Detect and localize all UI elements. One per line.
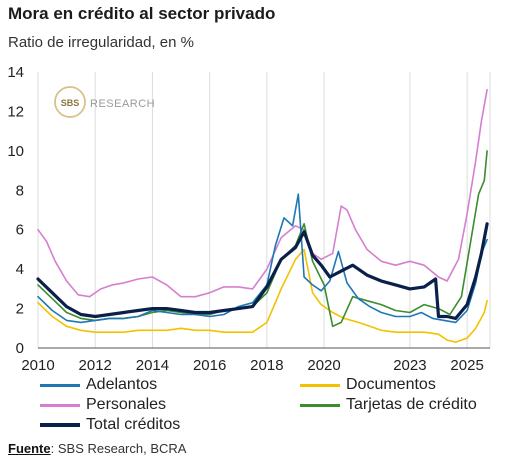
series-line-tarjetas-de-cr-dito	[37, 150, 488, 328]
legend-swatch	[300, 403, 340, 407]
chart-subtitle: Ratio de irregularidad, en %	[8, 34, 194, 51]
x-axis-ticks: 2010 2012 2014 2016 2018 2020 2023 2025	[21, 357, 483, 374]
y-tick-label: 12	[7, 103, 24, 120]
series-lines	[36, 88, 489, 343]
legend-item: Adelantos	[40, 375, 157, 395]
x-tick-label: 2016	[193, 357, 226, 374]
y-tick-label: 6	[16, 222, 24, 239]
y-tick-label: 14	[7, 64, 24, 81]
watermark-logo-icon	[54, 86, 86, 118]
legend-swatch	[40, 383, 80, 387]
legend-label: Personales	[86, 396, 167, 413]
y-tick-label: 8	[16, 182, 24, 199]
x-tick-label: 2014	[136, 357, 169, 374]
y-tick-label: 4	[16, 261, 24, 278]
y-axis-ticks: 0 2 4 6 8 10 12 14	[7, 64, 24, 357]
x-tick-label: 2012	[79, 357, 112, 374]
y-tick-label: 10	[7, 143, 24, 160]
legend-swatch	[300, 383, 340, 387]
legend-item: Tarjetas de crédito	[300, 395, 477, 415]
source-text: : SBS Research, BCRA	[50, 441, 187, 456]
x-tick-label: 2020	[307, 357, 340, 374]
legend-swatch	[40, 423, 80, 427]
x-tick-label: 2018	[250, 357, 283, 374]
legend-label: Documentos	[346, 376, 436, 393]
source-label: Fuente	[8, 441, 51, 456]
y-tick-label: 0	[16, 340, 24, 357]
legend-swatch	[40, 403, 80, 407]
legend-item: Personales	[40, 395, 166, 415]
legend-label: Total créditos	[86, 416, 181, 433]
chart-legend: Adelantos Documentos Personales Tarjetas de…	[40, 375, 510, 435]
legend-label: Tarjetas de crédito	[346, 396, 477, 413]
line-chart: 0 2 4 6 8 10 12 14 2010 2012 2014 2016 2018 2020 2023…	[7, 64, 491, 374]
x-tick-label: 2010	[21, 357, 54, 374]
x-tick-label: 2025	[450, 357, 483, 374]
watermark: SBS RESEARCH	[54, 86, 155, 118]
watermark-logo-text: SBS	[61, 98, 80, 108]
source-note: Fuente: SBS Research, BCRA	[8, 441, 186, 456]
x-tick-label: 2023	[393, 357, 426, 374]
legend-label: Adelantos	[86, 376, 158, 393]
series-line-adelantos	[37, 193, 488, 324]
legend-item: Total créditos	[40, 415, 180, 435]
series-line-documentos	[37, 248, 488, 343]
watermark-text: RESEARCH	[90, 98, 155, 110]
legend-item: Documentos	[300, 375, 436, 395]
y-tick-label: 2	[16, 301, 24, 318]
chart-title: Mora en crédito al sector privado	[8, 4, 276, 23]
series-line-personales	[37, 88, 488, 298]
series-line-total-cr-ditos	[36, 222, 489, 320]
